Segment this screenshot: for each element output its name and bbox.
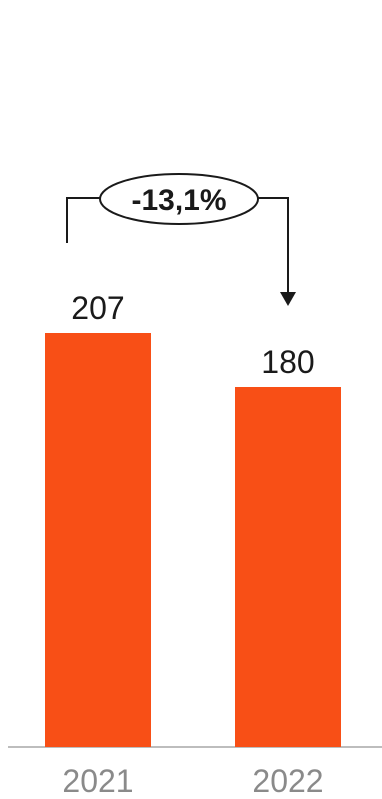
change-annotation: -13,1% — [66, 173, 296, 306]
bar-value-label-2021: 207 — [71, 290, 124, 326]
change-percentage-label: -13,1% — [131, 184, 226, 217]
bar-2021 — [45, 333, 151, 747]
bar-2022 — [235, 387, 341, 747]
change-arrow-head — [280, 292, 296, 306]
change-bracket-left — [66, 197, 100, 243]
change-bracket-right — [258, 197, 289, 294]
bar-value-label-2022: 180 — [261, 344, 314, 380]
x-tick-label-2022: 2022 — [252, 763, 323, 799]
x-tick-label-2021: 2021 — [62, 763, 133, 799]
change-badge — [99, 173, 259, 225]
